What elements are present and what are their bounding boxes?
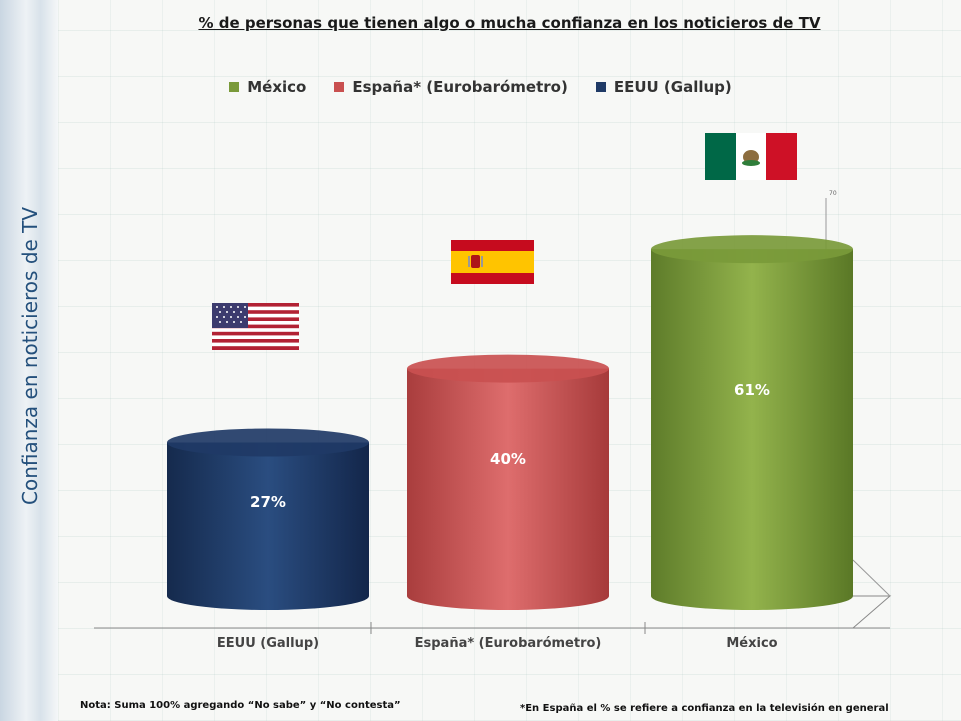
chart-title: % de personas que tienen algo o mucha co… (198, 14, 821, 32)
legend-swatch-eeuu (595, 82, 606, 92)
bar-top-espana (407, 354, 609, 383)
data-label-mexico: 61% (734, 381, 770, 399)
bar-top-mexico (651, 235, 853, 264)
note-right: *En España el % se refiere a confianza e… (520, 703, 889, 714)
legend-label-mexico: México (247, 78, 307, 96)
legend-item-espana: España* (Eurobarómetro) (334, 78, 568, 96)
bar-mexico: 61% México (651, 235, 853, 651)
bar-body-mexico (651, 249, 853, 610)
us-flag-icon (212, 303, 299, 350)
legend-swatch-espana (334, 82, 345, 92)
legend-item-mexico: México (229, 78, 306, 96)
category-label-mexico: México (726, 636, 777, 651)
bar-espana: 40% España* (Eurobarómetro) (407, 354, 609, 651)
legend-label-espana: España* (Eurobarómetro) (352, 78, 568, 96)
bar-top-eeuu (167, 428, 369, 457)
bar-eeuu: 27% EEUU (Gallup) (167, 428, 369, 651)
category-label-eeuu: EEUU (Gallup) (217, 636, 319, 651)
axis-max-tick: 70 (829, 190, 837, 197)
data-label-eeuu: 27% (250, 493, 286, 511)
note-left: Nota: Suma 100% agregando “No sabe” y “N… (80, 700, 401, 711)
bar-body-espana (407, 368, 609, 610)
data-label-espana: 40% (490, 450, 526, 468)
legend-swatch-mexico (229, 82, 240, 92)
legend-label-eeuu: EEUU (Gallup) (613, 78, 732, 96)
spain-flag-icon (451, 240, 534, 284)
sidebar-decoration: Confianza en noticieros de TV (0, 0, 58, 721)
category-label-espana: España* (Eurobarómetro) (415, 636, 602, 651)
floor-diagonal (852, 559, 891, 597)
mexico-flag-icon (705, 133, 797, 180)
legend-item-eeuu: EEUU (Gallup) (595, 78, 732, 96)
chart-legend: México España* (Eurobarómetro) EEUU (Gal… (0, 78, 961, 96)
bar-body-eeuu (167, 442, 369, 610)
bars-group: 27% EEUU (Gallup) 40% España* (Eurobarómetr… (167, 235, 853, 651)
